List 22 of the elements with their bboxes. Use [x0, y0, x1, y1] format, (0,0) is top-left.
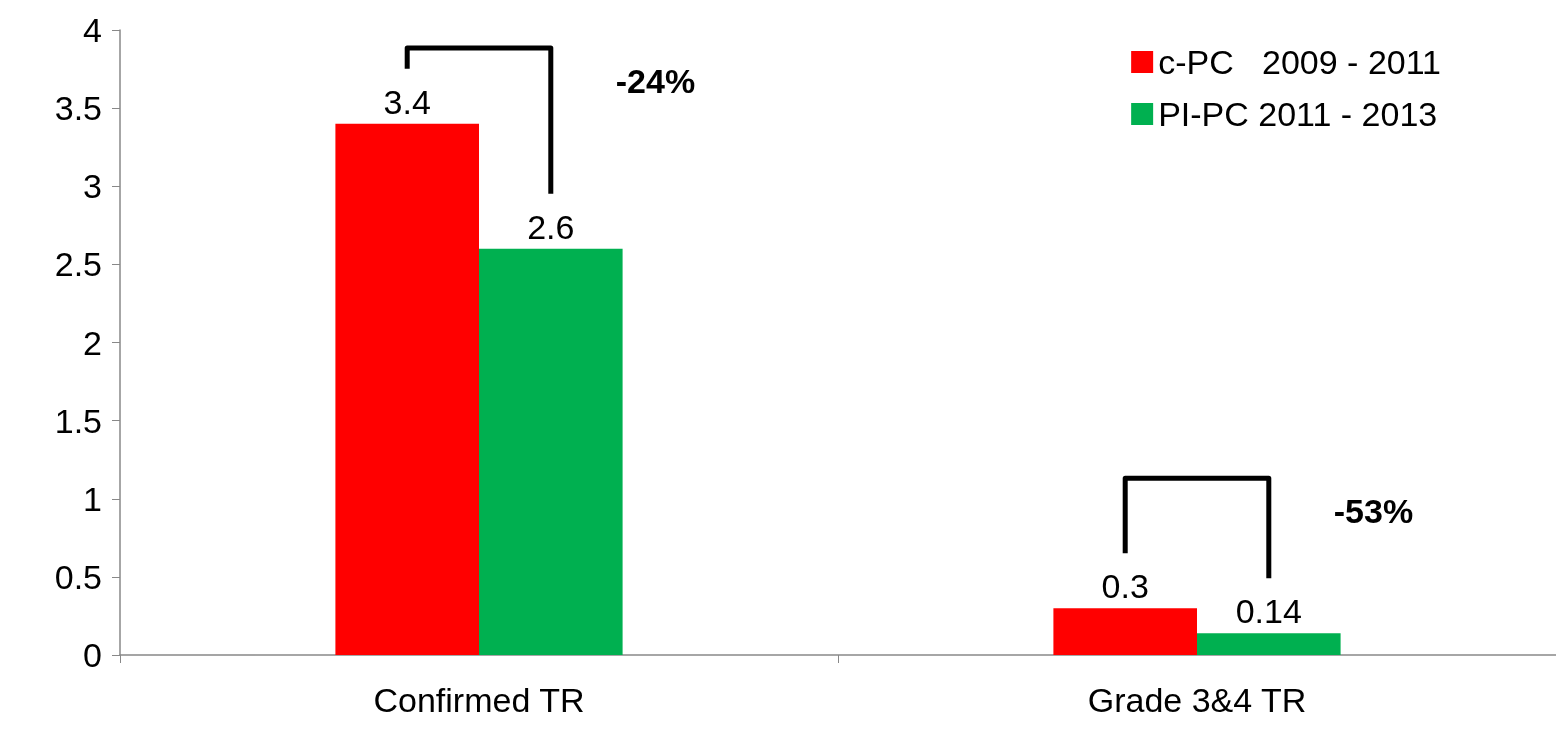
data-label: 2.6: [527, 207, 575, 246]
y-tick-label: 0.5: [54, 557, 102, 596]
bar: [479, 248, 623, 655]
x-tick-label: Confirmed TR: [373, 681, 585, 719]
y-tick-label: 2.5: [54, 245, 102, 284]
data-label: 0.3: [1101, 567, 1149, 606]
annotation: -24%: [615, 62, 696, 100]
y-tick-label: 0: [83, 636, 102, 674]
annotation: -53%: [1333, 492, 1414, 531]
y-tick-label: 1: [83, 479, 102, 518]
bar: [1053, 608, 1197, 655]
legend-label: PI-PC 2011 - 2013: [1158, 95, 1438, 133]
y-tick-label: 3.5: [54, 89, 102, 128]
data-label: 0.14: [1235, 592, 1302, 631]
data-label: 3.4: [383, 82, 431, 121]
bar: [1197, 633, 1341, 655]
y-tick-label: 4: [83, 11, 102, 49]
y-tick-label: 1.5: [54, 401, 102, 440]
y-tick-label: 2: [83, 323, 102, 362]
legend-label: c-PC 2009 - 2011: [1158, 43, 1441, 81]
x-tick-label: Grade 3&4 TR: [1087, 681, 1307, 719]
y-tick-label: 3: [83, 167, 102, 206]
